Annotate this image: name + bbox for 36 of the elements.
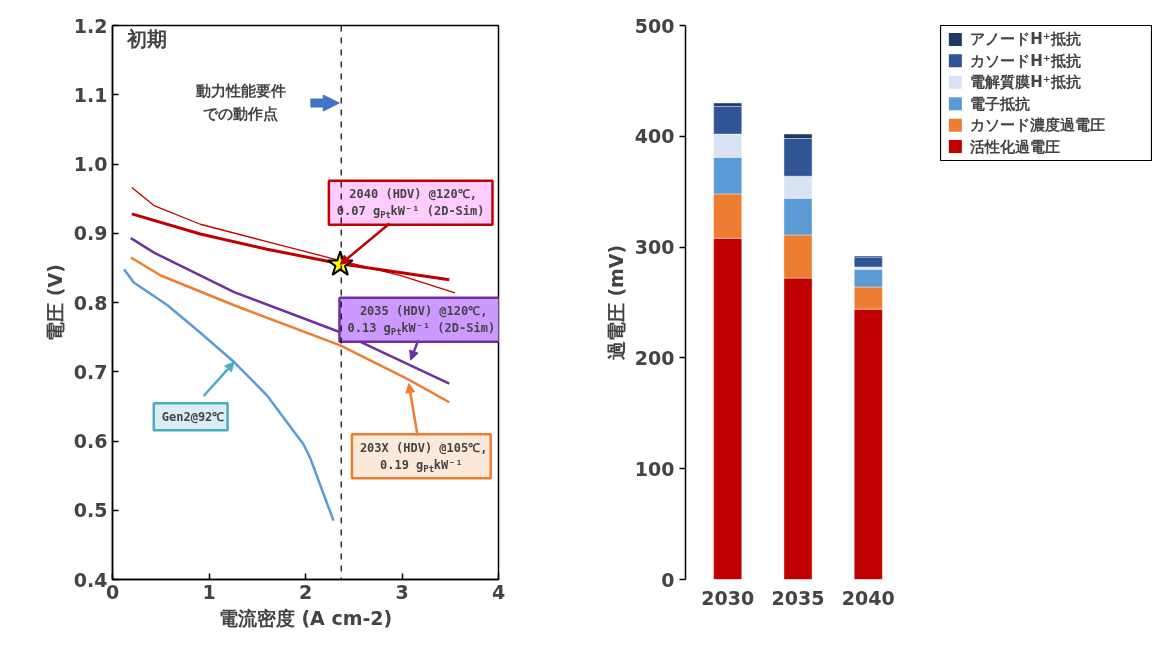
y-tick-label: 1.1	[73, 83, 108, 106]
x-tick-label: 2035	[771, 586, 825, 609]
y-tick-label: 400	[634, 125, 675, 148]
legend-label: アノードH⁺抵抗	[970, 30, 1081, 49]
x-tick-label: 2040	[841, 586, 895, 609]
line-series	[122, 268, 335, 522]
annotation: での動作点	[203, 105, 279, 124]
y-tick-label: 0.9	[73, 222, 108, 245]
y-tick-label: 0.4	[73, 568, 108, 591]
x-tick-label: 3	[395, 580, 409, 603]
y-tick-label: 500	[634, 14, 675, 37]
legend-label: カソードH⁺抵抗	[970, 51, 1081, 70]
y-tick-label: 0.7	[73, 360, 108, 383]
annotation: Gen2@92℃	[161, 409, 225, 424]
y-tick-label: 1.2	[73, 14, 108, 37]
legend-label: 電子抵抗	[970, 94, 1031, 113]
y-tick-label: 100	[634, 457, 675, 480]
x-tick-label: 4	[491, 580, 506, 603]
y-tick-label: 300	[634, 236, 675, 259]
y-tick-label: 0.5	[73, 499, 108, 522]
annotation: 動力性能要件	[194, 82, 286, 101]
y-axis-title: 電圧 (V)	[43, 264, 66, 341]
bar	[853, 256, 883, 268]
x-tick-label: 2	[298, 580, 313, 603]
y-tick-label: 1.0	[73, 153, 108, 175]
x-tick-label: 2030	[701, 586, 755, 609]
y-axis-title: 過電圧 (mV)	[604, 244, 627, 362]
y-tick-label: 0.8	[73, 291, 108, 314]
legend-label: 活性化過電圧	[969, 137, 1061, 156]
y-tick-label: 0.6	[73, 430, 108, 452]
x-tick-label: 1	[202, 580, 216, 603]
legend-label: カソード濃度過電圧	[970, 116, 1106, 135]
legend-label: 電解質膜H⁺抵抗	[970, 73, 1081, 92]
x-axis-title: 電流密度 (A cm-2)	[218, 606, 393, 629]
annotation: 初期	[125, 27, 167, 52]
y-tick-label: 200	[634, 346, 675, 369]
